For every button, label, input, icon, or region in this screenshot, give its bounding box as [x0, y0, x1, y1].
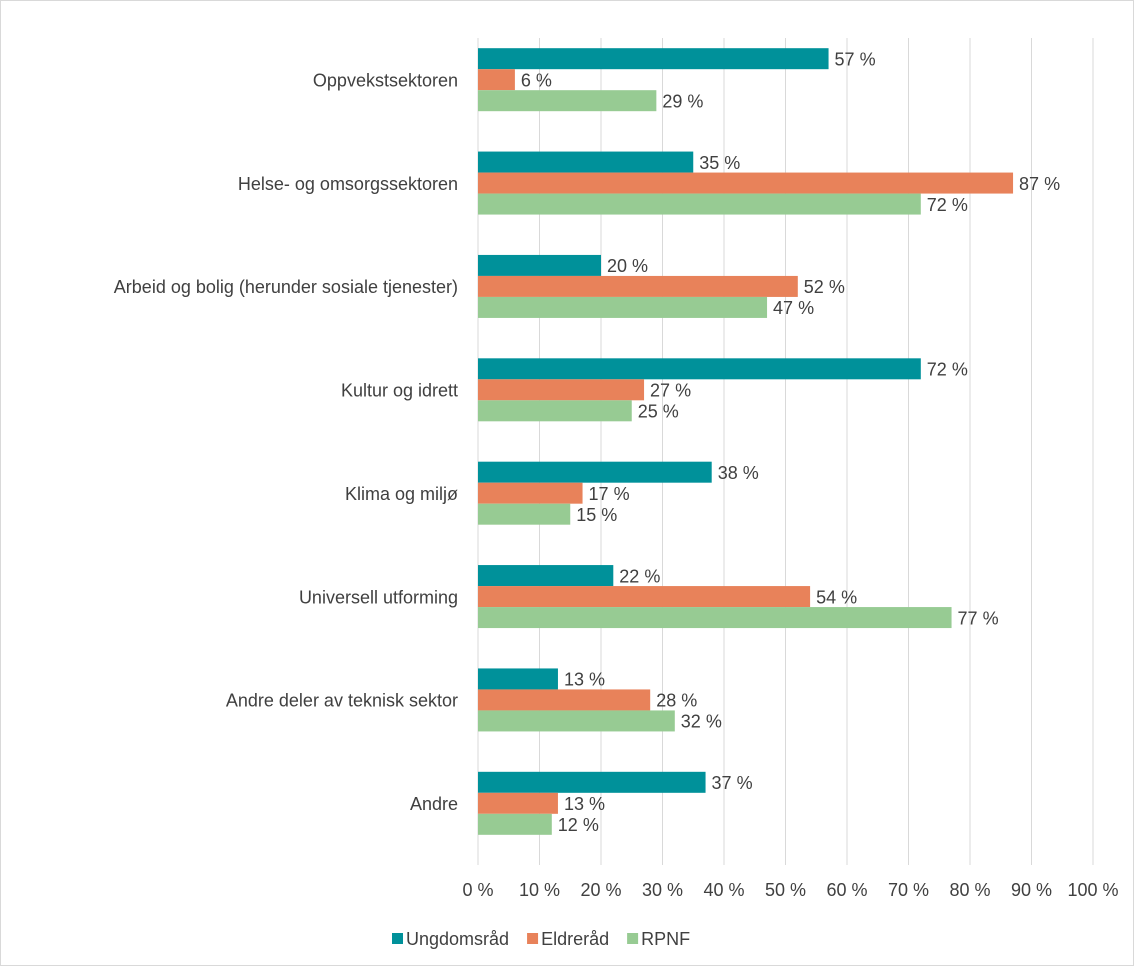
data-label: 15 % — [576, 505, 617, 525]
legend-label: Eldreråd — [541, 929, 609, 949]
legend-swatch — [627, 933, 639, 944]
legend-label: RPNF — [641, 929, 690, 949]
bar — [478, 813, 552, 835]
legend-swatch — [527, 933, 539, 944]
bar — [478, 172, 1014, 194]
data-label: 72 % — [927, 360, 968, 380]
category-label: Helse- og omsorgssektoren — [238, 174, 458, 194]
data-label: 25 % — [638, 402, 679, 422]
category-label: Universell utforming — [299, 587, 458, 607]
data-label: 32 % — [681, 712, 722, 732]
legend-label: Ungdomsråd — [406, 929, 509, 949]
bar — [478, 607, 952, 629]
bar — [478, 90, 657, 112]
x-tick-label: 10 % — [519, 880, 560, 900]
data-label: 38 % — [718, 463, 759, 483]
data-label: 13 % — [564, 670, 605, 690]
data-label: 35 % — [699, 153, 740, 173]
data-label: 27 % — [650, 381, 691, 401]
category-label: Oppvekstsektoren — [313, 70, 458, 90]
data-label: 20 % — [607, 256, 648, 276]
x-tick-label: 30 % — [642, 880, 683, 900]
bar — [478, 379, 645, 401]
bar — [478, 586, 811, 608]
data-label: 13 % — [564, 794, 605, 814]
data-label: 87 % — [1019, 174, 1060, 194]
bar — [478, 400, 632, 422]
x-tick-label: 50 % — [765, 880, 806, 900]
bar — [478, 482, 583, 504]
data-label: 52 % — [804, 277, 845, 297]
category-label: Kultur og idrett — [341, 381, 458, 401]
data-label: 54 % — [816, 587, 857, 607]
data-label: 28 % — [656, 691, 697, 711]
x-tick-label: 80 % — [949, 880, 990, 900]
data-label: 22 % — [619, 566, 660, 586]
category-label: Klima og miljø — [345, 484, 458, 504]
data-label: 77 % — [958, 608, 999, 628]
bar — [478, 710, 675, 732]
bar — [478, 296, 768, 318]
category-label: Andre deler av teknisk sektor — [226, 691, 458, 711]
bar — [478, 503, 571, 525]
bar — [478, 668, 558, 690]
data-label: 6 % — [521, 70, 552, 90]
data-label: 37 % — [712, 773, 753, 793]
x-tick-label: 70 % — [888, 880, 929, 900]
data-label: 57 % — [835, 49, 876, 69]
bar — [478, 151, 694, 173]
data-label: 29 % — [662, 91, 703, 111]
bar — [478, 771, 706, 793]
x-tick-label: 100 % — [1067, 880, 1118, 900]
x-tick-label: 20 % — [580, 880, 621, 900]
data-label: 12 % — [558, 815, 599, 835]
bar — [478, 48, 829, 70]
x-tick-label: 90 % — [1011, 880, 1052, 900]
bar — [478, 792, 558, 814]
category-label: Andre — [410, 794, 458, 814]
data-label: 17 % — [589, 484, 630, 504]
x-tick-label: 40 % — [703, 880, 744, 900]
bar — [478, 275, 798, 297]
data-label: 47 % — [773, 298, 814, 318]
data-label: 72 % — [927, 195, 968, 215]
bar — [478, 358, 921, 380]
bar — [478, 565, 614, 587]
bar — [478, 689, 651, 711]
bar — [478, 69, 515, 91]
bar — [478, 461, 712, 483]
x-tick-label: 0 % — [462, 880, 493, 900]
bar — [478, 254, 601, 276]
category-label: Arbeid og bolig (herunder sosiale tjenes… — [114, 277, 458, 297]
legend-swatch — [392, 933, 403, 944]
bar — [478, 193, 921, 215]
x-tick-label: 60 % — [826, 880, 867, 900]
